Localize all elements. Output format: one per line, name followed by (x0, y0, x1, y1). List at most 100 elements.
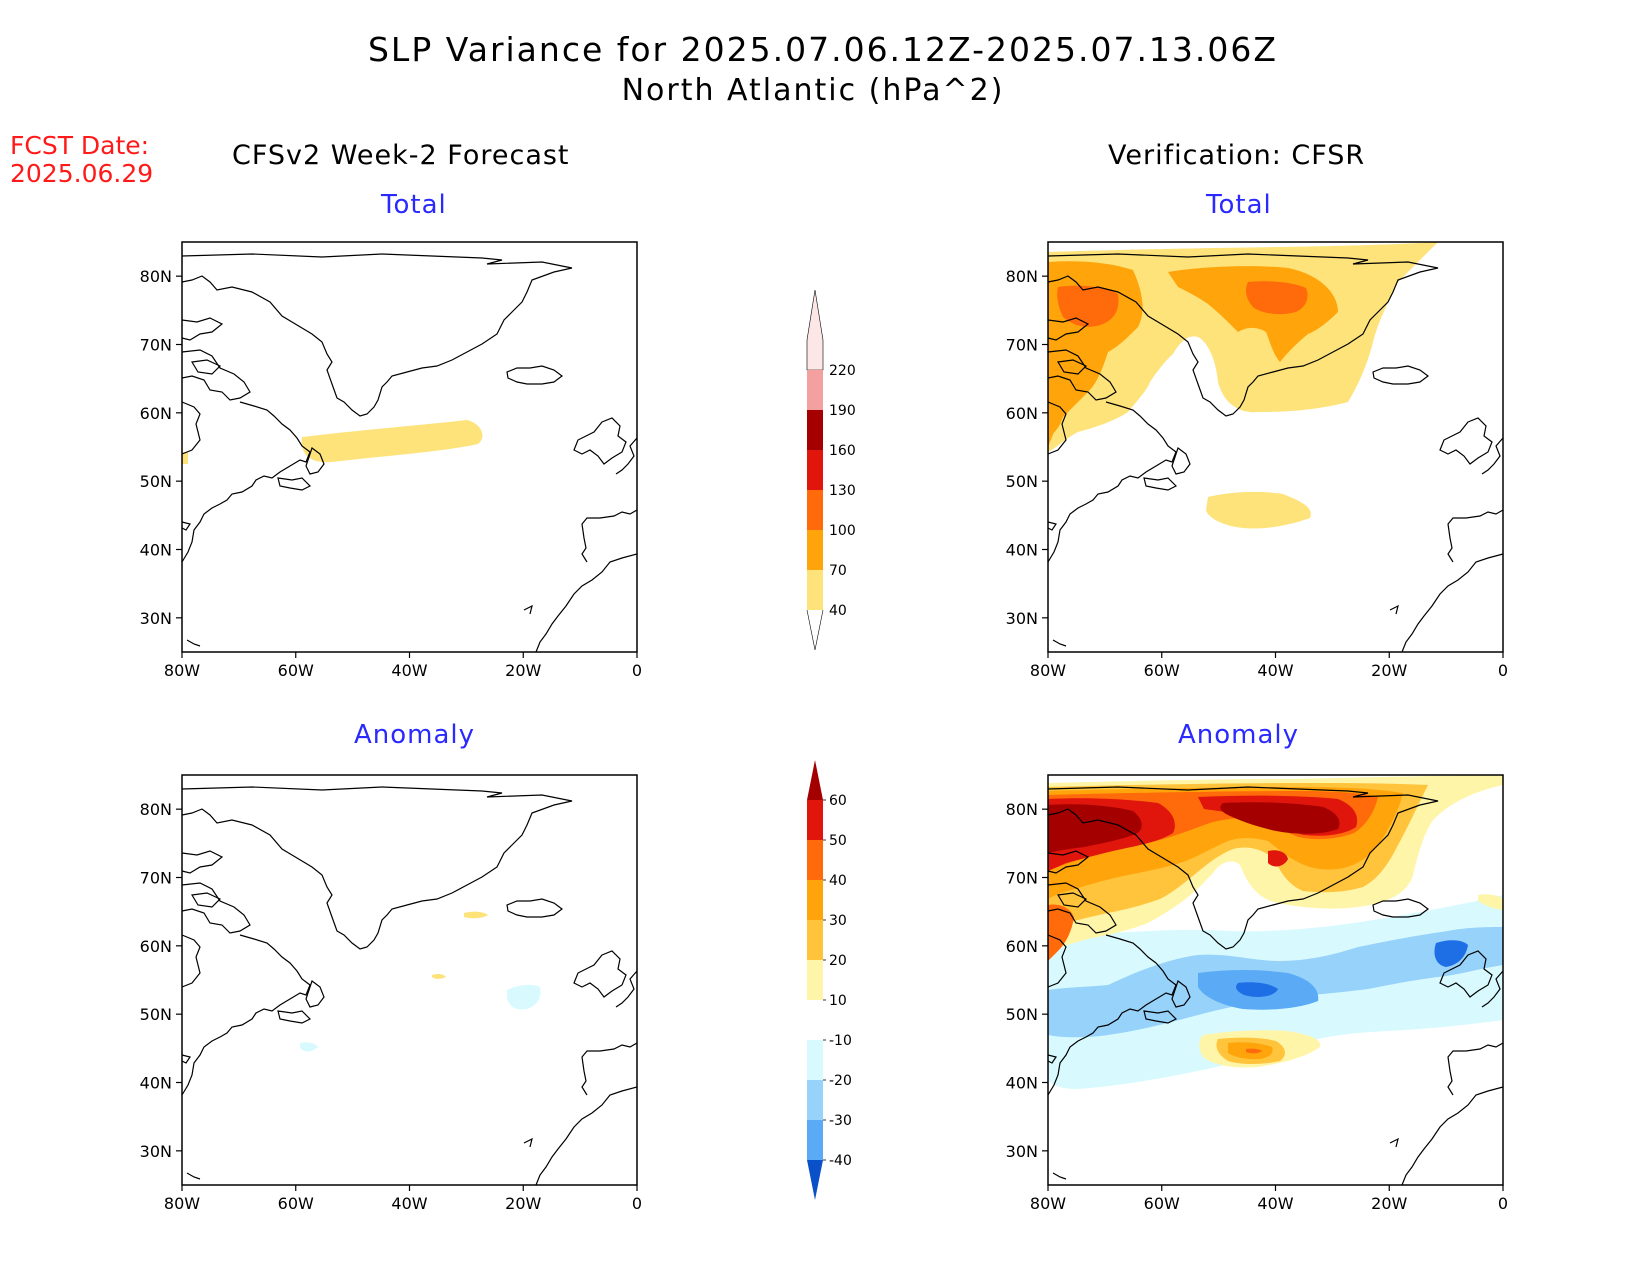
colorbar-label: -20 (829, 1073, 852, 1089)
lat-tick-label: 70N (140, 336, 172, 355)
map-panel-forecast-total (181, 241, 638, 653)
anomaly-colorbar: 60 50 40 30 20 10 -10 -20 -30 -40 (807, 760, 852, 1200)
colorbar-box (807, 1120, 823, 1160)
colorbar-label: 40 (829, 603, 847, 619)
panel-title-bottom-left: Anomaly (354, 720, 476, 750)
panel-title-top-right: Total (1206, 190, 1272, 220)
colorbar-box (807, 840, 823, 880)
colorbar-label: 20 (829, 953, 847, 969)
colorbar-label: 160 (829, 443, 856, 459)
lat-tick-label: 60N (140, 404, 172, 423)
lat-tick-label: 60N (1006, 937, 1038, 956)
panel-title-bottom-right: Anomaly (1178, 720, 1300, 750)
colorbar-box (807, 960, 823, 1000)
lon-tick-label: 40W (1257, 1194, 1293, 1213)
lat-tick-label: 30N (140, 1142, 172, 1161)
map-panel-verification-anomaly (1047, 774, 1504, 1186)
lon-tick-label: 60W (1144, 1194, 1180, 1213)
lon-tick-label: 20W (1371, 661, 1407, 680)
colorbar-box (807, 1040, 823, 1080)
anomaly-shading (300, 911, 541, 1052)
lat-tick-label: 30N (140, 609, 172, 628)
lon-tick-label: 0 (632, 661, 642, 680)
lat-tick-label: 40N (1006, 541, 1038, 560)
chart-title: SLP Variance for 2025.07.06.12Z-2025.07.… (367, 30, 1279, 69)
colorbar-label: 50 (829, 833, 847, 849)
colorbar-box (807, 920, 823, 960)
lon-tick-label: 20W (1371, 1194, 1407, 1213)
lat-tick-label: 70N (1006, 869, 1038, 888)
map-panel-forecast-anomaly (181, 774, 638, 1186)
lat-tick-label: 30N (1006, 609, 1038, 628)
colorbar-box (807, 370, 823, 410)
variance-shading (1048, 242, 1438, 529)
lat-tick-label: 50N (1006, 472, 1038, 491)
colorbar-label: 60 (829, 793, 847, 809)
map-axes: 80N 70N 60N 50N 40N 30N 80W 60W 40W 20W 0 80N 70N 60N… (140, 267, 1508, 1213)
lat-tick-label: 80N (140, 800, 172, 819)
colorbar-box (807, 490, 823, 530)
lat-tick-label: 60N (140, 937, 172, 956)
colorbar-end (807, 1160, 823, 1200)
colorbar-label: 190 (829, 403, 856, 419)
total-colorbar: 40 70 100 130 160 190 220 (806, 289, 856, 651)
lon-tick-label: 60W (1144, 661, 1180, 680)
lat-tick-label: 50N (140, 472, 172, 491)
lon-tick-label: 60W (278, 1194, 314, 1213)
colorbar-label: 130 (829, 483, 856, 499)
lon-tick-label: 0 (1498, 1194, 1508, 1213)
colorbar-box (807, 880, 823, 920)
colorbar-label: -10 (829, 1033, 852, 1049)
lat-tick-label: 40N (140, 541, 172, 560)
lon-tick-label: 20W (505, 1194, 541, 1213)
lon-tick-label: 60W (278, 661, 314, 680)
lon-tick-label: 40W (391, 661, 427, 680)
lat-tick-label: 80N (140, 267, 172, 286)
chart-subtitle: North Atlantic (hPa^2) (621, 73, 1005, 108)
lon-tick-label: 0 (632, 1194, 642, 1213)
colorbar-label: 10 (829, 993, 847, 1009)
colorbar-label: 30 (829, 913, 847, 929)
lat-tick-label: 80N (1006, 800, 1038, 819)
colorbar-label: -30 (829, 1113, 852, 1129)
lon-tick-label: 40W (1257, 661, 1293, 680)
panel-title-top-left: Total (381, 190, 447, 220)
colorbar-box (807, 1000, 823, 1040)
map-panel-verification-total (1047, 241, 1504, 653)
colorbar-box (807, 410, 823, 450)
lon-tick-label: 80W (1030, 661, 1066, 680)
anomaly-shading (1048, 775, 1503, 1089)
colorbar-box (807, 1080, 823, 1120)
colorbar-box (806, 289, 824, 371)
colorbar-box (807, 530, 823, 570)
colorbar-label: -40 (829, 1153, 852, 1169)
lat-tick-label: 80N (1006, 267, 1038, 286)
lat-tick-label: 40N (140, 1074, 172, 1093)
colorbar-label: 220 (829, 363, 856, 379)
colorbar-label: 100 (829, 523, 856, 539)
colorbar-end (806, 609, 824, 651)
lat-tick-label: 50N (140, 1005, 172, 1024)
map-frame (181, 774, 638, 1186)
colorbar-label: 40 (829, 873, 847, 889)
right-column-title: Verification: CFSR (1108, 140, 1366, 171)
lat-tick-label: 50N (1006, 1005, 1038, 1024)
fcst-date: 2025.06.29 (10, 159, 154, 188)
left-column-title: CFSv2 Week-2 Forecast (232, 140, 570, 171)
lon-tick-label: 80W (164, 1194, 200, 1213)
lat-tick-label: 40N (1006, 1074, 1038, 1093)
lat-tick-label: 30N (1006, 1142, 1038, 1161)
variance-shading (301, 420, 483, 463)
colorbar-box (807, 570, 823, 610)
lon-tick-label: 40W (391, 1194, 427, 1213)
lon-tick-label: 80W (1030, 1194, 1066, 1213)
lon-tick-label: 20W (505, 661, 541, 680)
fcst-label: FCST Date: (10, 131, 150, 160)
colorbar-box (807, 450, 823, 490)
lon-tick-label: 80W (164, 661, 200, 680)
colorbar-end (807, 760, 823, 800)
lat-tick-label: 60N (1006, 404, 1038, 423)
colorbar-label: 70 (829, 563, 847, 579)
colorbar-box (807, 800, 823, 840)
